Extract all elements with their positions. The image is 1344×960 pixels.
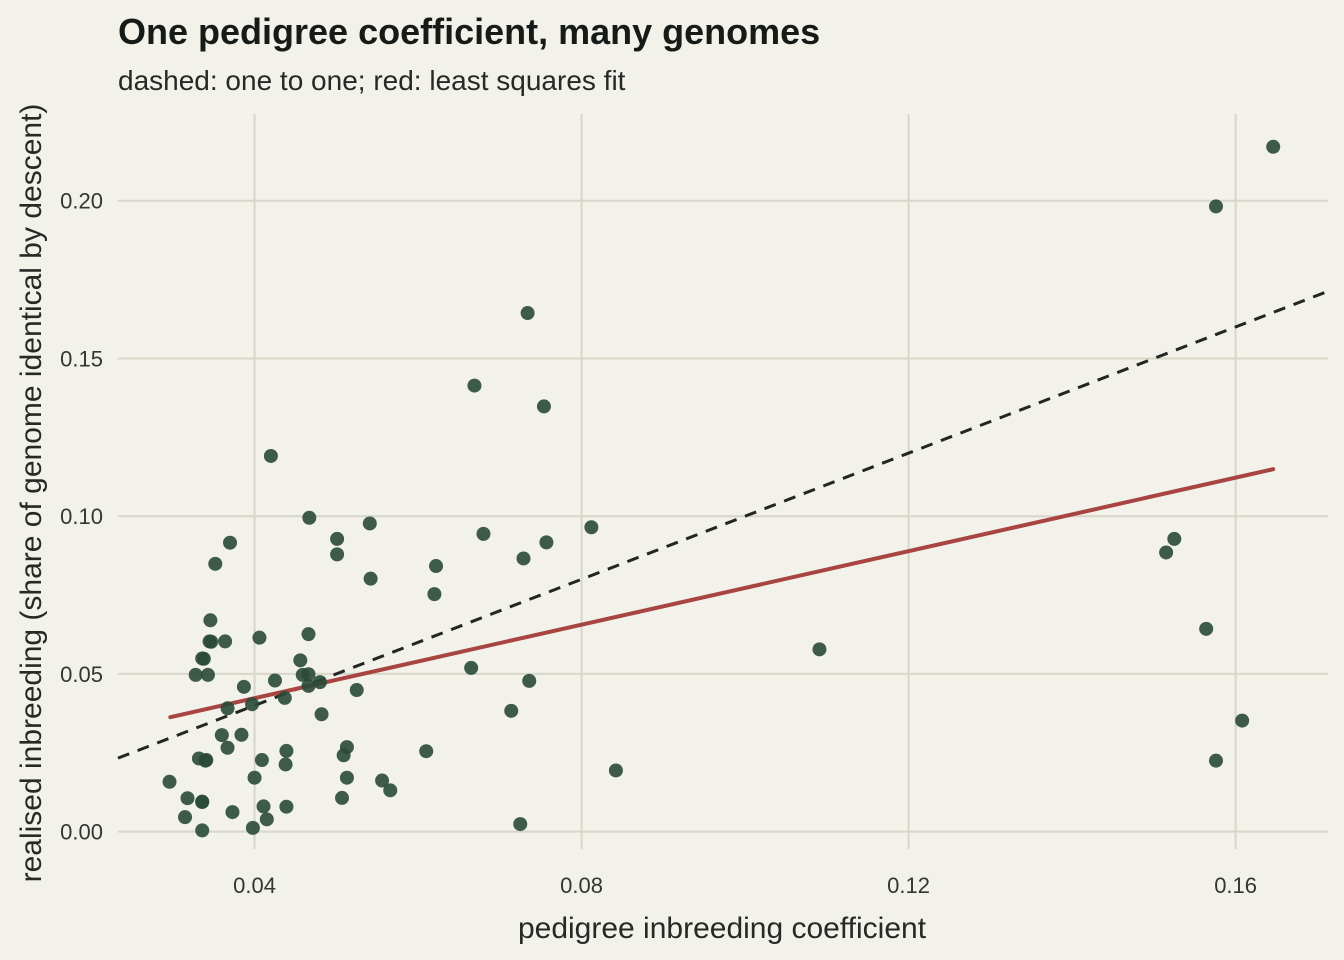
data-point [220, 740, 235, 755]
data-point [349, 683, 364, 698]
data-point [1266, 139, 1281, 154]
data-point [203, 613, 218, 628]
data-point [267, 673, 282, 688]
data-point [1199, 621, 1214, 636]
x-tick-label: 0.12 [887, 873, 930, 898]
data-point [427, 587, 442, 602]
data-point [196, 651, 211, 666]
chart-subtitle: dashed: one to one; red: least squares f… [118, 65, 626, 96]
data-point [1159, 545, 1174, 560]
data-point [247, 770, 262, 785]
data-point [236, 679, 251, 694]
data-point [195, 823, 210, 838]
data-point [293, 653, 308, 668]
data-point [200, 667, 215, 682]
data-point [584, 520, 599, 535]
grid-lines [118, 114, 1328, 849]
data-point [252, 630, 267, 645]
data-point [608, 763, 623, 778]
data-point [208, 556, 223, 571]
y-tick-label: 0.15 [60, 346, 103, 371]
data-point [214, 728, 229, 743]
data-point [225, 805, 240, 820]
least-squares-fit-line [168, 467, 1276, 720]
data-point [1167, 531, 1182, 546]
data-point [218, 634, 233, 649]
data-point [330, 531, 345, 546]
data-point [277, 690, 292, 705]
data-point [516, 551, 531, 566]
data-point [375, 773, 390, 788]
y-tick-label: 0.05 [60, 662, 103, 687]
y-tick-label: 0.20 [60, 189, 103, 214]
data-point [330, 547, 345, 562]
data-point [188, 667, 203, 682]
data-point [198, 753, 213, 768]
data-point [339, 770, 354, 785]
data-point [162, 774, 177, 789]
data-point [476, 526, 491, 541]
data-point [302, 510, 317, 525]
data-point [279, 799, 294, 814]
data-point [301, 627, 316, 642]
data-point [419, 744, 434, 759]
x-tick-label: 0.04 [233, 873, 276, 898]
data-point [301, 678, 316, 693]
x-tick-label: 0.08 [560, 873, 603, 898]
chart-title: One pedigree coefficient, many genomes [118, 11, 820, 52]
data-point [204, 634, 219, 649]
data-point [339, 740, 354, 755]
y-tick-label: 0.10 [60, 504, 103, 529]
data-point [536, 399, 551, 414]
data-point [259, 812, 274, 827]
data-point [812, 642, 827, 657]
data-point [539, 535, 554, 550]
data-point [383, 783, 398, 798]
data-point [1208, 753, 1223, 768]
x-axis-label: pedigree inbreeding coefficient [518, 912, 927, 945]
data-point [522, 673, 537, 688]
data-point [429, 559, 444, 574]
data-point [335, 790, 350, 805]
data-point [256, 799, 271, 814]
data-point [245, 820, 260, 835]
data-point [234, 727, 249, 742]
data-point [245, 697, 260, 712]
data-point [223, 535, 238, 550]
data-point [254, 753, 269, 768]
tick-labels: 0.04 0.08 0.12 0.16 0.00 0.05 0.10 0.15 0.20 [60, 189, 1257, 898]
data-point [178, 810, 193, 825]
data-point [504, 703, 519, 718]
data-point [1235, 713, 1250, 728]
data-point [464, 660, 479, 675]
y-axis-label: realised inbreeding (share of genome ide… [15, 104, 48, 883]
data-point [312, 675, 327, 690]
data-point [263, 448, 278, 463]
data-points [162, 139, 1281, 838]
x-tick-label: 0.16 [1214, 873, 1257, 898]
data-point [520, 306, 535, 321]
data-point [279, 743, 294, 758]
data-point [314, 707, 329, 722]
data-point [467, 378, 482, 393]
data-point [513, 817, 528, 832]
data-point [362, 516, 377, 531]
data-point [220, 701, 235, 716]
data-point [301, 667, 316, 682]
data-point [278, 757, 293, 772]
y-tick-label: 0.00 [60, 820, 103, 845]
data-point [363, 571, 378, 586]
data-point [180, 791, 195, 806]
data-point [1208, 199, 1223, 214]
data-point [195, 794, 210, 809]
